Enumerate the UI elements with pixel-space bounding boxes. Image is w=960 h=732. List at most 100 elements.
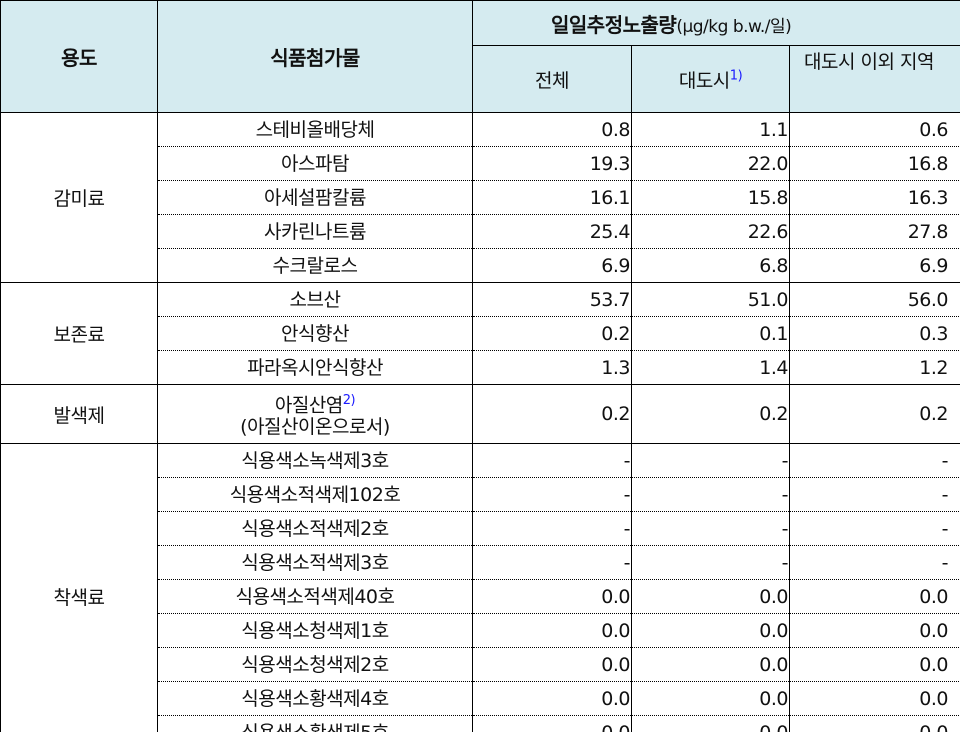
value-metro: 0.0 — [631, 613, 790, 648]
value-metro: - — [631, 545, 790, 580]
additive-name-text: 아질산염 — [274, 394, 343, 417]
value-nonmetro-text: 0.0 — [919, 653, 948, 676]
additive-name: 아질산염2) (아질산이온으로서) — [157, 384, 473, 444]
value-total: - — [472, 443, 632, 478]
header-row-2: 전체 대도시1) 대도시 이외 지역 — [1, 45, 960, 113]
value-nonmetro-text: 0.0 — [919, 687, 948, 710]
value-nonmetro: - — [788, 477, 960, 512]
additive-name-text: 식용색소적색제102호 — [229, 483, 401, 506]
additive-name: 식용색소적색제102호 — [157, 477, 473, 512]
value-metro: 22.6 — [631, 214, 790, 249]
value-total: 19.3 — [472, 146, 632, 181]
value-metro: 0.2 — [631, 384, 790, 444]
additive-name-text: 식용색소청색제2호 — [241, 653, 389, 676]
additive-name: 식용색소청색제1호 — [157, 613, 473, 648]
value-metro: - — [631, 443, 790, 478]
additive-name-text: 사카린나트륨 — [264, 220, 366, 243]
use-category: 보존료 — [0, 282, 158, 385]
value-total: 0.8 — [472, 112, 632, 147]
value-nonmetro-text: 0.0 — [791, 722, 948, 732]
header-nonmetro-label: 대도시 이외 지역 — [804, 51, 934, 73]
additive-name-text: 식용색소청색제1호 — [241, 619, 389, 642]
value-nonmetro: 0.2 — [788, 384, 960, 444]
value-nonmetro: - — [788, 511, 960, 546]
value-nonmetro: 56.0 — [788, 282, 960, 317]
value-nonmetro-text: - — [941, 449, 949, 472]
table-row: 식용색소청색제2호 0.0 0.0 0.0 — [1, 647, 960, 682]
value-total: 0.0 — [472, 613, 632, 648]
value-metro: 0.1 — [631, 316, 790, 351]
additive-name: 식용색소적색제2호 — [157, 511, 473, 546]
value-nonmetro-text: - — [941, 517, 949, 540]
header-row-1: 용도 식품첨가물 일일추정노출량(μg/kg b.w./일) — [0, 0, 960, 113]
additive-name: 사카린나트륨 — [157, 214, 473, 249]
value-nonmetro-text: 16.3 — [907, 186, 949, 209]
table-row: 식용색소적색제2호 - - - — [1, 511, 960, 546]
additive-name: 스테비올배당체 — [157, 112, 473, 147]
additive-name: 안식향산 — [157, 316, 473, 351]
header-use: 용도 — [0, 0, 158, 113]
additive-name-text: 소브산 — [289, 288, 341, 311]
value-total: 0.0 — [472, 647, 632, 682]
table-row: 식용색소적색제102호 - - - — [1, 477, 960, 512]
table-row: 파라옥시안식향산 1.3 1.4 1.2 — [1, 350, 960, 385]
additive-name-text: 수크랄로스 — [272, 254, 358, 277]
value-nonmetro: 0.6 — [788, 112, 960, 147]
value-metro: 0.0 — [631, 715, 790, 732]
value-nonmetro: 0.0 — [788, 647, 960, 682]
value-nonmetro-text: 6.9 — [919, 254, 948, 277]
additive-name: 식용색소황색제4호 — [157, 681, 473, 716]
header-metro: 대도시1) — [631, 45, 790, 113]
value-nonmetro-text: 56.0 — [907, 288, 949, 311]
additive-name-text: 안식향산 — [281, 322, 349, 345]
value-total: 53.7 — [472, 282, 632, 317]
value-metro: 6.8 — [631, 248, 790, 283]
value-total: 0.0 — [472, 579, 632, 614]
header-intake: 일일추정노출량(μg/kg b.w./일) — [471, 0, 960, 46]
header-nonmetro: 대도시 이외 지역 — [788, 45, 960, 113]
intake-title: 일일추정노출량 — [551, 12, 677, 37]
value-nonmetro: 6.9 — [788, 248, 960, 283]
value-nonmetro: 27.8 — [788, 214, 960, 249]
additive-name: 식용색소녹색제3호 — [157, 443, 473, 478]
additive-name-text: 파라옥시안식향산 — [247, 356, 383, 379]
value-nonmetro-text: 0.6 — [919, 118, 948, 141]
value-total: 0.0 — [472, 715, 632, 732]
intake-unit: (μg/kg b.w./일) — [676, 16, 792, 37]
value-nonmetro-text: 1.2 — [919, 356, 948, 379]
value-metro: 51.0 — [631, 282, 790, 317]
value-nonmetro-text: 16.8 — [907, 152, 949, 175]
value-nonmetro-text: - — [941, 483, 949, 506]
additive-name-text: 식용색소적색제40호 — [235, 585, 395, 608]
footnote-2: 2) — [342, 392, 356, 408]
additive-name: 식용색소청색제2호 — [157, 647, 473, 682]
additive-name: 아스파탐 — [157, 146, 473, 181]
value-metro: - — [631, 511, 790, 546]
value-nonmetro: 0.0 — [788, 579, 960, 614]
value-metro: 0.0 — [631, 579, 790, 614]
additive-name-sub: (아질산이온으로서) — [240, 416, 390, 439]
value-total: 1.3 — [472, 350, 632, 385]
additive-name: 소브산 — [157, 282, 473, 317]
value-nonmetro: 16.3 — [788, 180, 960, 215]
value-metro: 15.8 — [631, 180, 790, 215]
additive-name: 식용색소적색제40호 — [157, 579, 473, 614]
value-nonmetro: - — [788, 443, 960, 478]
table-row: 착색료 식용색소녹색제3호 - - - — [0, 443, 960, 732]
table-row: 식용색소청색제1호 0.0 0.0 0.0 — [1, 613, 960, 648]
additive-name-text: 식용색소황색제5호 — [241, 722, 389, 732]
table-row: 식용색소황색제5호0.00.00.0 — [1, 715, 960, 732]
value-metro: - — [631, 477, 790, 512]
value-nonmetro-text: 0.0 — [919, 585, 948, 608]
additive-name-text: 식용색소적색제3호 — [241, 551, 389, 574]
footnote-1: 1) — [729, 68, 743, 84]
value-nonmetro: 1.2 — [788, 350, 960, 385]
value-metro: 22.0 — [631, 146, 790, 181]
table-row: 수크랄로스 6.9 6.8 6.9 — [1, 248, 960, 283]
header-total: 전체 — [472, 45, 632, 113]
table-row: 보존료 소브산 53.7 51.0 56.0 — [0, 282, 960, 385]
table-row: 식용색소황색제4호 0.0 0.0 0.0 — [1, 681, 960, 716]
use-category: 감미료 — [0, 112, 158, 283]
value-metro: 0.0 — [631, 647, 790, 682]
value-total: - — [472, 477, 632, 512]
